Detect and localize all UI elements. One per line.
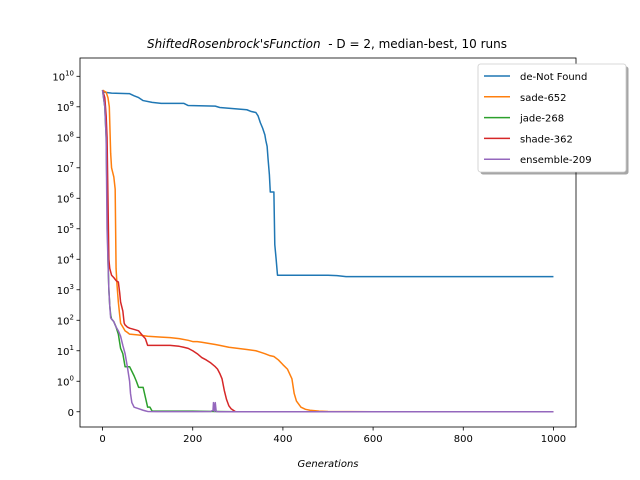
legend-box bbox=[477, 63, 627, 173]
legend-label-1: sade-652 bbox=[520, 93, 567, 104]
y-axis: 0 100 101 102 103 104 105 106 107 108 109 1010 bbox=[52, 69, 80, 419]
y-tick-label-11: 1010 bbox=[52, 69, 74, 83]
chart-title: ShiftedRosenbrock'sFunction - D = 2, med… bbox=[147, 37, 507, 51]
series-line-3 bbox=[101, 89, 554, 413]
x-tick-label-0: 0 bbox=[99, 434, 105, 445]
chart-title-details: - D = 2, median-best, 10 runs bbox=[321, 37, 507, 51]
legend: de-Not Found sade-652 jade-268 shade-362 ens… bbox=[477, 63, 629, 175]
y-tick-label-5: 104 bbox=[57, 252, 75, 266]
y-tick-label-4: 103 bbox=[57, 283, 74, 297]
x-tick-label-4: 800 bbox=[454, 434, 473, 445]
plot-frame bbox=[79, 57, 577, 428]
x-tick-label-5: 1000 bbox=[541, 434, 566, 445]
x-axis-label: Generations bbox=[298, 459, 359, 470]
x-tick-label-3: 600 bbox=[364, 434, 383, 445]
y-tick-label-8: 107 bbox=[57, 161, 74, 175]
legend-label-4: ensemble-209 bbox=[520, 155, 592, 166]
x-tick-label-1: 200 bbox=[183, 434, 202, 445]
y-tick-label-3: 102 bbox=[57, 313, 74, 327]
legend-label-3: shade-362 bbox=[520, 134, 573, 145]
y-tick-label-2: 101 bbox=[57, 344, 74, 358]
series-line-0 bbox=[102, 89, 554, 278]
y-tick-label-0: 0 bbox=[68, 408, 74, 419]
y-tick-label-6: 105 bbox=[57, 222, 74, 236]
series-line-1 bbox=[102, 89, 554, 413]
y-tick-label-10: 109 bbox=[57, 100, 74, 114]
x-tick-label-2: 400 bbox=[273, 434, 292, 445]
x-axis: 0 200 400 600 800 1000 bbox=[99, 427, 566, 445]
chart-title-function: ShiftedRosenbrock'sFunction bbox=[147, 37, 321, 51]
y-tick-label-9: 108 bbox=[57, 130, 74, 144]
legend-label-0: de-Not Found bbox=[520, 72, 587, 83]
y-tick-label-7: 106 bbox=[57, 191, 75, 205]
legend-label-2: jade-268 bbox=[519, 114, 564, 125]
series-line-4 bbox=[101, 90, 554, 413]
y-tick-label-1: 100 bbox=[57, 374, 74, 388]
plot-lines bbox=[101, 89, 554, 413]
